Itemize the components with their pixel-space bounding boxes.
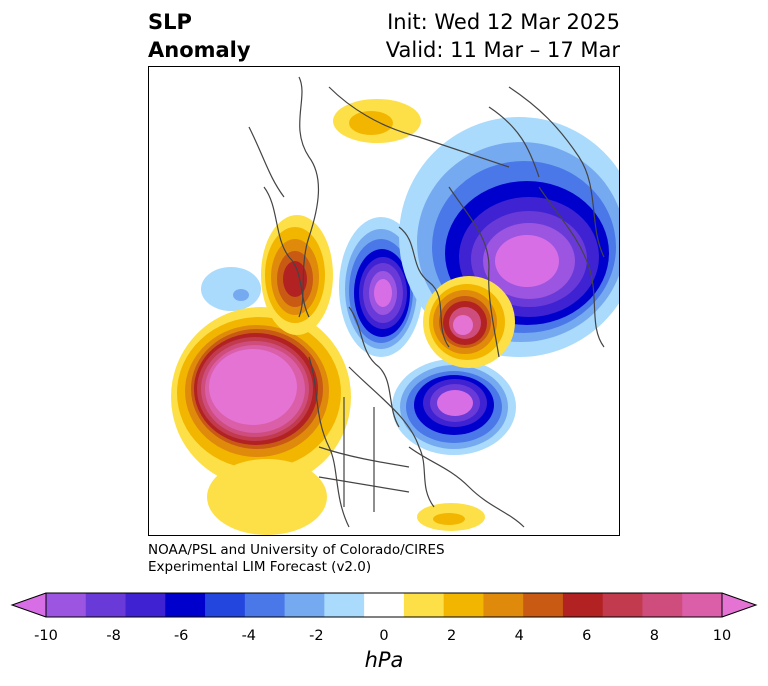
high-siberia: [261, 215, 333, 335]
colorbar-left-outline: [10, 592, 47, 618]
map-svg: [149, 76, 619, 535]
colorbar-tick-label: -6: [173, 628, 189, 644]
low-pacific-weak: [201, 267, 261, 311]
colorbar-segment: [244, 593, 286, 617]
colorbar-extend-left: [12, 593, 46, 617]
colorbar-segment: [642, 593, 683, 617]
colorbar-tick-label: -2: [309, 628, 324, 644]
colorbar-segment: [602, 593, 643, 617]
credit-line2: Experimental LIM Forecast (v2.0): [148, 559, 372, 575]
colorbar-right-outline: [721, 592, 758, 618]
colorbar-tick-label: 8: [649, 628, 660, 644]
valid-range: Valid: 11 Mar – 17 Mar: [385, 38, 620, 62]
colorbar: [10, 592, 758, 618]
colorbar-segment: [324, 593, 365, 617]
colorbar-tick-label: 0: [379, 628, 389, 644]
colorbar-tick-label: 4: [514, 628, 524, 644]
colorbar-extend-right: [722, 593, 756, 617]
colorbar-ticks: -10 -8 -6 -4 -2 0 2 4 6 8 10: [0, 628, 768, 648]
colorbar-segments: [46, 593, 723, 617]
high-pacific: [171, 307, 351, 487]
colorbar-unit: hPa: [364, 648, 404, 672]
colorbar-tick-label: -10: [34, 628, 58, 644]
colorbar-segment: [85, 593, 127, 617]
colorbar-segment: [403, 593, 445, 617]
colorbar-tick-label: 6: [582, 628, 592, 644]
title-line-anomaly: Anomaly: [148, 38, 251, 62]
colorbar-segment: [443, 593, 484, 617]
colorbar-segment: [483, 593, 524, 617]
colorbar-segment: [205, 593, 246, 617]
colorbar-segment: [562, 593, 604, 617]
colorbar-outline: [45, 592, 723, 618]
colorbar-segment: [523, 593, 564, 617]
colorbar-segment: [46, 593, 87, 617]
forecast-dates: Init: Wed 12 Mar 2025 Valid: 11 Mar – 17…: [386, 8, 620, 64]
credit-text: NOAA/PSL and University of Colorado/CIRE…: [148, 542, 445, 576]
low-atlantic: [392, 359, 516, 455]
colorbar-segment: [125, 593, 166, 617]
credit-line1: NOAA/PSL and University of Colorado/CIRE…: [148, 542, 445, 558]
colorbar-segment: [284, 593, 325, 617]
colorbar-segment: [165, 593, 206, 617]
colorbar-tick-label: 2: [446, 628, 457, 644]
colorbar-segment: [682, 593, 723, 617]
colorbar-tick-label: -8: [106, 628, 121, 644]
map-title: SLP Anomaly: [148, 8, 251, 64]
high-barents: [423, 276, 515, 368]
colorbar-tick-label: 10: [712, 628, 732, 644]
slp-anomaly-map: [148, 66, 620, 536]
colorbar-segment: [364, 593, 405, 617]
high-caribbean: [417, 503, 485, 531]
low-eurasia: [399, 117, 619, 357]
coastlines: [248, 76, 605, 528]
high-south-pacific-weak: [207, 459, 327, 535]
init-date: Init: Wed 12 Mar 2025: [387, 10, 620, 34]
map-edge-gap: [149, 277, 155, 317]
colorbar-tick-label: -4: [241, 628, 257, 644]
title-line-slp: SLP: [148, 10, 192, 34]
